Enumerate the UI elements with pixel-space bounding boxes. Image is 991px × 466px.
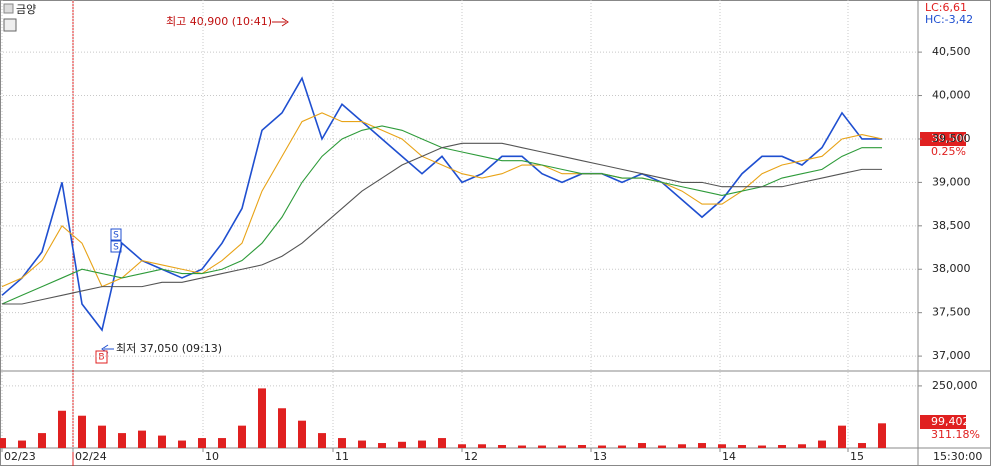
volume-bar: [38, 433, 46, 448]
y-tick-label: 39,500: [932, 132, 971, 145]
x-tick-label: 10: [205, 450, 219, 463]
volume-bar: [818, 440, 826, 448]
volume-bar: [58, 410, 66, 448]
volume-bar: [698, 443, 706, 448]
sell-marker-label: S: [113, 231, 119, 241]
volume-bar: [718, 444, 726, 448]
low-annotation: 최저 37,050 (09:13): [116, 342, 222, 355]
volume-bar: [218, 438, 226, 448]
last-price: 39,500: [931, 132, 970, 145]
volume-bar: [338, 438, 346, 448]
x-tick-label: 02/24: [75, 450, 107, 463]
y-tick-label: 39,000: [932, 175, 971, 188]
x-tick-label: 12: [464, 450, 478, 463]
volume-bar: [118, 433, 126, 448]
x-tick-label: 11: [335, 450, 349, 463]
buy-marker: [95, 350, 108, 364]
stock-name: 금양: [16, 3, 36, 16]
volume-bar: [638, 443, 646, 448]
high-annotation: 최고 40,900 (10:41): [166, 15, 272, 28]
grid-icon[interactable]: [3, 18, 17, 32]
volume-bar: [458, 444, 466, 448]
price-line: [2, 142, 882, 305]
y-tick-label: 38,500: [932, 219, 971, 232]
volume-bar: [78, 415, 86, 448]
last-volume: 99,402: [931, 415, 970, 428]
volume-bar: [278, 408, 286, 448]
x-tick-label: 02/23: [4, 450, 36, 463]
volume-bar: [758, 445, 766, 448]
volume-bar: [478, 444, 486, 448]
last-price-box: [920, 132, 966, 146]
y-tick-label: 40,500: [932, 45, 971, 58]
volume-bar: [618, 445, 626, 448]
volume-bar: [18, 440, 26, 448]
sell-marker: [110, 228, 122, 241]
x-tick-label: 13: [593, 450, 607, 463]
sell-marker-label: S: [113, 243, 119, 253]
x-tick-label: 14: [722, 450, 736, 463]
hc-label: HC:-3,42: [925, 13, 973, 26]
volume-bar: [498, 445, 506, 448]
volume-bar: [778, 445, 786, 448]
x-tick-label: 15: [850, 450, 864, 463]
volume-bar: [678, 444, 686, 448]
y-tick-label: 37,500: [932, 306, 971, 319]
high-arrow: [272, 17, 289, 27]
volume-bar: [538, 445, 546, 448]
icon[interactable]: [3, 3, 14, 14]
volume-ratio: 311.18%: [931, 428, 980, 441]
volume-bar: [298, 420, 306, 448]
volume-bar: [658, 445, 666, 448]
volume-bar: [178, 440, 186, 448]
price-line: [1, 76, 882, 332]
change-rate: 0.25%: [931, 145, 966, 158]
volume-bar: [798, 444, 806, 448]
y-tick-label: 250,000: [932, 379, 978, 392]
volume-bar: [258, 388, 266, 448]
volume-bar: [738, 445, 746, 448]
last-volume-box: [920, 415, 966, 429]
volume-bar: [878, 423, 886, 448]
y-tick-label: 40,000: [932, 89, 971, 102]
volume-bar: [578, 445, 586, 448]
volume-bar: [138, 430, 146, 448]
volume-bar: [438, 438, 446, 448]
y-tick-label: 37,000: [932, 349, 971, 362]
volume-bar: [198, 438, 206, 448]
volume-bar: [398, 441, 406, 448]
volume-bar: [158, 435, 166, 448]
volume-bar: [378, 443, 386, 448]
volume-bar: [558, 445, 566, 448]
volume-bar: [418, 440, 426, 448]
volume-bar: [598, 445, 606, 448]
volume-bar: [358, 440, 366, 448]
y-tick-label: 38,000: [932, 262, 971, 275]
volume-bar: [238, 425, 246, 448]
volume-bar: [98, 425, 106, 448]
price-line: [1, 112, 883, 288]
volume-bar: [318, 433, 326, 448]
volume-bar: [838, 425, 846, 448]
lc-label: LC:6,61: [925, 1, 967, 14]
volume-bar: [858, 443, 866, 448]
volume-bar: [518, 445, 526, 448]
buy-marker-label: B: [98, 353, 104, 363]
time-label: 15:30:00: [933, 450, 982, 463]
volume-bar: [0, 438, 6, 448]
